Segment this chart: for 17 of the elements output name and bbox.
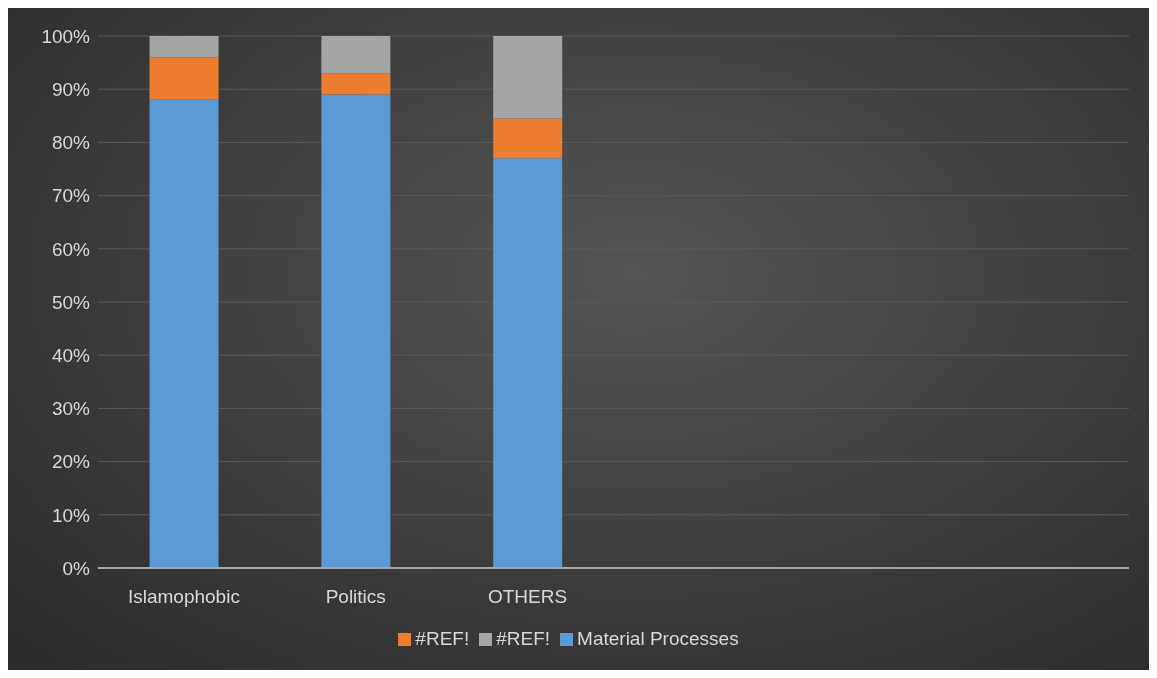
- y-tick-label: 70%: [51, 185, 91, 207]
- y-tick-label: 90%: [51, 78, 91, 100]
- x-tick-label: Islamophobic: [127, 586, 240, 608]
- x-tick-label: OTHERS: [487, 586, 568, 608]
- y-tick-label: 20%: [51, 451, 91, 473]
- y-tick-label: 30%: [51, 398, 91, 420]
- y-tick-label: 80%: [51, 132, 91, 154]
- y-tick-label: 0%: [62, 557, 91, 579]
- y-tick-label: 50%: [51, 291, 91, 313]
- y-tick-label: 10%: [51, 504, 91, 526]
- legend-label: #REF!: [496, 628, 551, 649]
- y-tick-label: 40%: [51, 344, 91, 366]
- y-tick-label: 100%: [41, 25, 91, 47]
- legend-label: Material Processes: [577, 628, 739, 649]
- y-tick-label: 60%: [51, 238, 91, 260]
- legend-label: #REF!: [415, 628, 470, 649]
- x-tick-label: Politics: [325, 586, 386, 608]
